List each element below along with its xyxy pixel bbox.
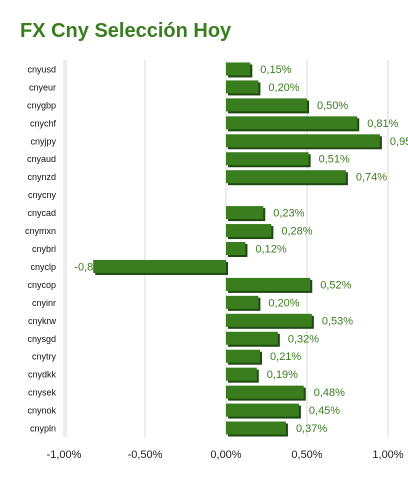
category-label: cnyclp	[30, 262, 56, 272]
category-label: cnyusd	[27, 64, 56, 74]
bar	[226, 62, 251, 76]
category-label: cnychf	[30, 118, 57, 128]
bar	[226, 349, 261, 363]
data-label: 0,28%	[281, 226, 312, 238]
x-tick-label: -0,50%	[128, 449, 163, 461]
bar	[226, 331, 278, 345]
data-label: 0,15%	[260, 64, 291, 76]
category-label: cnyeur	[29, 82, 56, 92]
chart-title: FX Cny Selección Hoy	[20, 20, 232, 42]
data-label: 0,32%	[288, 333, 319, 345]
data-label: -0,82%	[74, 261, 109, 273]
data-label: 0,52%	[320, 279, 351, 291]
bar	[226, 277, 311, 291]
category-label: cnynzd	[27, 172, 56, 182]
category-label: cnysgd	[27, 334, 56, 344]
category-label: cnypln	[30, 424, 56, 434]
category-label: cnybrl	[32, 244, 56, 254]
data-label: 0,20%	[268, 297, 299, 309]
category-label: cnymxn	[25, 226, 56, 236]
bar	[226, 367, 257, 381]
category-label: cnynok	[27, 406, 56, 416]
data-label: 0,51%	[319, 154, 350, 166]
bar	[226, 421, 286, 435]
bar	[226, 152, 309, 166]
data-label: 0,95%	[390, 136, 408, 148]
data-label: 0,19%	[267, 369, 298, 381]
data-label: 0,74%	[356, 172, 387, 184]
data-label: 0,81%	[367, 118, 398, 130]
category-label: cnyjpy	[30, 136, 56, 146]
category-label: cnygbp	[27, 100, 56, 110]
bar	[226, 206, 264, 220]
category-label: cnyaud	[27, 154, 56, 164]
data-label: 0,12%	[255, 244, 286, 256]
bar	[226, 242, 246, 255]
data-label: 0,48%	[314, 387, 345, 399]
category-label: cnycad	[27, 208, 56, 218]
category-label: cnyinr	[32, 298, 56, 308]
category-label: cnykrw	[28, 316, 57, 326]
bar	[226, 80, 259, 94]
bar	[226, 116, 358, 130]
data-label: 0,21%	[270, 351, 301, 363]
x-tick-label: 0,00%	[210, 449, 241, 461]
x-tick-label: 0,50%	[291, 449, 322, 461]
category-label: cnycny	[28, 190, 57, 200]
data-label: 0,23%	[273, 208, 304, 220]
data-label: 0,53%	[322, 315, 353, 327]
category-label: cnysek	[28, 388, 57, 398]
x-tick-label: -1,00%	[47, 449, 82, 461]
bar	[226, 134, 380, 148]
bar	[226, 385, 304, 399]
x-tick-label: 1,00%	[372, 449, 403, 461]
data-label: 0,50%	[317, 100, 348, 112]
data-label: 0,20%	[268, 82, 299, 94]
bar	[226, 170, 346, 184]
bar	[93, 259, 226, 273]
category-label: cnydkk	[28, 370, 57, 380]
category-label: cnycop	[27, 280, 56, 290]
category-label: cnytry	[32, 352, 57, 362]
bar	[226, 224, 272, 238]
bar	[226, 313, 312, 327]
bar	[226, 98, 307, 112]
bar	[226, 403, 299, 417]
data-label: 0,45%	[309, 405, 340, 417]
data-label: 0,37%	[296, 423, 327, 435]
bar	[226, 295, 259, 309]
